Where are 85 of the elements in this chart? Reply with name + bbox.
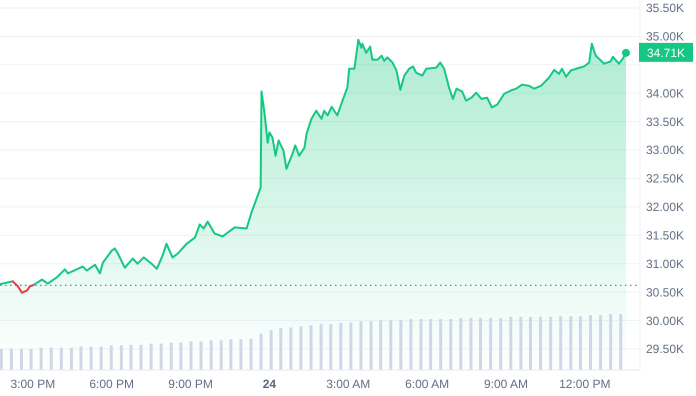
bar (90, 346, 93, 370)
y-tick-label: 31.00K (646, 256, 684, 271)
bar (539, 316, 542, 370)
bar (339, 322, 342, 370)
bar (389, 320, 392, 370)
bar (469, 318, 472, 370)
bar (229, 339, 232, 370)
bar (528, 316, 532, 370)
annotation: 34.71K (646, 46, 686, 60)
y-tick-label: 35.00K (646, 30, 684, 44)
x-tick-label: 6:00 PM (89, 377, 134, 391)
bar (370, 321, 373, 370)
line-series (12, 280, 34, 294)
bar (609, 314, 612, 370)
bar (439, 319, 442, 370)
bar (250, 338, 253, 370)
bar (129, 344, 132, 370)
bar (509, 316, 512, 370)
bar (499, 318, 502, 370)
bar (589, 315, 592, 370)
bar (379, 320, 382, 370)
bar (70, 348, 73, 370)
bar (409, 319, 412, 370)
bar (279, 328, 282, 370)
bar (260, 334, 263, 370)
bar (519, 316, 522, 370)
y-tick-label: 33.50K (646, 114, 684, 129)
bar (349, 322, 352, 370)
y-tick-label: 32.00K (646, 200, 684, 214)
y-tick-label: 34.00K (646, 86, 684, 100)
bar (419, 319, 422, 370)
bar (459, 318, 462, 370)
bar (489, 318, 492, 370)
bar (299, 326, 302, 370)
bar (619, 314, 622, 370)
bar (189, 341, 192, 370)
bar (479, 318, 482, 370)
bar (179, 342, 182, 370)
x-tick-label: 12:00 PM (559, 377, 610, 391)
y-tick-label: 30.50K (646, 285, 684, 300)
bar (170, 342, 173, 370)
bar (449, 319, 452, 370)
y-tick-label: 33.00K (646, 143, 684, 158)
bar (210, 340, 213, 370)
bar (578, 316, 582, 370)
y-tick-label: 31.50K (646, 228, 684, 242)
y-tick-label: 30.00K (646, 314, 684, 328)
bar (429, 319, 432, 370)
bar (329, 324, 332, 370)
bar (30, 348, 33, 370)
bar (140, 344, 143, 370)
bar (399, 320, 402, 370)
bar (110, 345, 113, 370)
bar (150, 344, 153, 370)
x-tick-label: 9:00 AM (484, 377, 528, 391)
bar (40, 348, 43, 370)
x-tick-label: 3:00 PM (10, 377, 56, 391)
bar (549, 316, 552, 370)
x-tick-label: 3:00 AM (326, 377, 370, 391)
bar (80, 346, 83, 370)
bar (270, 330, 273, 370)
y-tick-label: 29.50K (646, 342, 684, 356)
x-tick-label: 6:00 AM (405, 377, 450, 391)
bar (599, 315, 602, 370)
x-tick-label: 24 (262, 377, 276, 391)
bar (0, 348, 3, 370)
bar (310, 325, 313, 370)
bar (320, 324, 323, 370)
bar (569, 316, 572, 370)
y-tick-label: 32.50K (646, 172, 684, 186)
bar (160, 344, 163, 370)
bar (120, 345, 123, 370)
bar (359, 321, 362, 370)
bar (100, 346, 103, 370)
x-tick-label: 9:00 PM (168, 377, 213, 391)
bar (239, 339, 242, 370)
bar (20, 348, 23, 370)
bar (200, 341, 203, 370)
bar (10, 348, 13, 370)
bar (220, 340, 223, 370)
bar (559, 316, 562, 370)
bar (60, 348, 63, 370)
y-tick-label: 35.50K (646, 1, 684, 16)
bar (289, 327, 292, 370)
bar (50, 348, 53, 370)
